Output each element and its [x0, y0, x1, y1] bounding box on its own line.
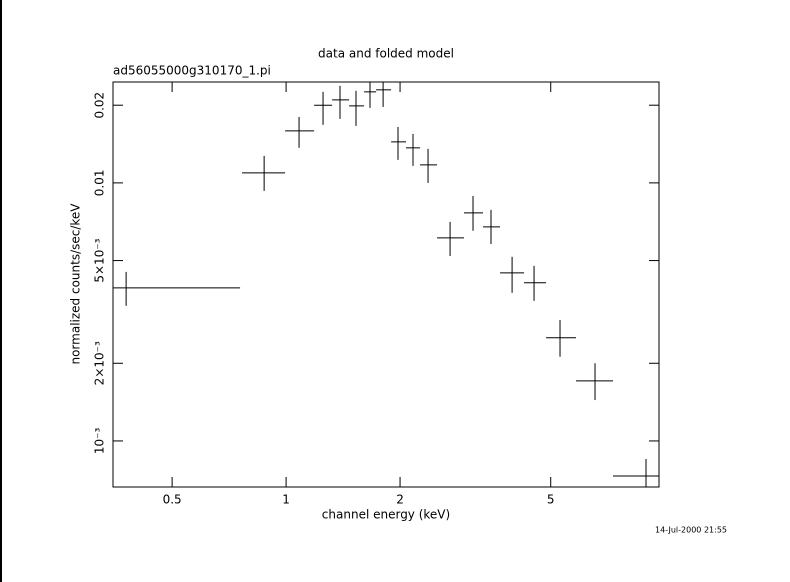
chart-title: data and folded model [318, 47, 454, 61]
y-axis-label: normalized counts/sec/keV [69, 203, 83, 365]
chart-subtitle: ad56055000g310170_1.pi [113, 64, 271, 78]
y-tick-label: 2×10⁻³ [93, 341, 107, 385]
plot-frame [112, 81, 660, 488]
x-tick-label: 1 [282, 493, 290, 507]
y-tick-label: 0.01 [93, 170, 107, 197]
x-tick-label: 2 [396, 493, 404, 507]
timestamp: 14-Jul-2000 21:55 [655, 526, 727, 535]
y-tick-label: 0.02 [93, 92, 107, 119]
x-tick-label: 5 [547, 493, 555, 507]
y-tick-label: 5×10⁻³ [93, 238, 107, 282]
x-tick-label: 0.5 [163, 493, 182, 507]
y-tick-label: 10⁻³ [93, 428, 107, 455]
x-axis-label: channel energy (keV) [322, 508, 450, 522]
